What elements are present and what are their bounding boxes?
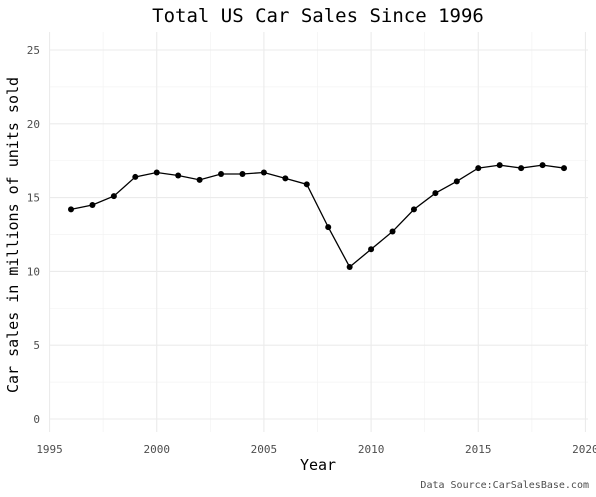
data-point bbox=[368, 246, 375, 253]
grid bbox=[49, 32, 588, 432]
data-point bbox=[89, 201, 96, 208]
data-point bbox=[475, 165, 482, 172]
series-line bbox=[70, 164, 565, 268]
data-point bbox=[132, 173, 139, 180]
x-tick-label: 2005 bbox=[251, 443, 278, 456]
data-point bbox=[346, 263, 353, 270]
data-points bbox=[68, 162, 567, 270]
y-tick-label: 20 bbox=[27, 118, 40, 131]
data-point bbox=[561, 165, 567, 172]
data-point bbox=[325, 224, 332, 231]
x-tick-label: 2015 bbox=[465, 443, 492, 456]
data-point bbox=[153, 169, 160, 176]
y-tick-label: 10 bbox=[27, 265, 40, 278]
data-point bbox=[410, 206, 417, 213]
data-source-caption: Data Source:CarSalesBase.com bbox=[420, 480, 589, 491]
x-tick-label: 2010 bbox=[358, 443, 385, 456]
chart-title: Total US Car Sales Since 1996 bbox=[152, 5, 484, 27]
data-point bbox=[175, 172, 182, 179]
data-point bbox=[303, 181, 310, 188]
data-point bbox=[218, 170, 225, 177]
y-axis-title: Car sales in millions of units sold bbox=[4, 77, 22, 393]
data-point bbox=[389, 228, 396, 235]
y-axis-ticks: 0 5 10 15 20 25 bbox=[27, 44, 40, 426]
data-point bbox=[239, 170, 246, 177]
x-tick-label: 2000 bbox=[143, 443, 170, 456]
data-point bbox=[453, 178, 460, 185]
data-point bbox=[260, 169, 267, 176]
data-point bbox=[110, 193, 117, 200]
data-point bbox=[432, 190, 439, 197]
y-tick-label: 15 bbox=[27, 192, 40, 205]
data-point bbox=[196, 176, 203, 183]
data-point bbox=[282, 175, 289, 182]
x-axis-ticks: 1995 2000 2005 2010 2015 2020 bbox=[36, 443, 596, 456]
x-tick-label: 2020 bbox=[572, 443, 596, 456]
data-point bbox=[518, 165, 525, 172]
data-point bbox=[496, 162, 503, 169]
y-tick-label: 25 bbox=[27, 44, 40, 57]
data-point bbox=[68, 206, 74, 213]
data-point bbox=[539, 162, 546, 169]
x-tick-label: 1995 bbox=[36, 443, 63, 456]
x-axis-title: Year bbox=[300, 456, 336, 474]
y-tick-label: 5 bbox=[33, 339, 40, 352]
y-tick-label: 0 bbox=[33, 413, 40, 426]
